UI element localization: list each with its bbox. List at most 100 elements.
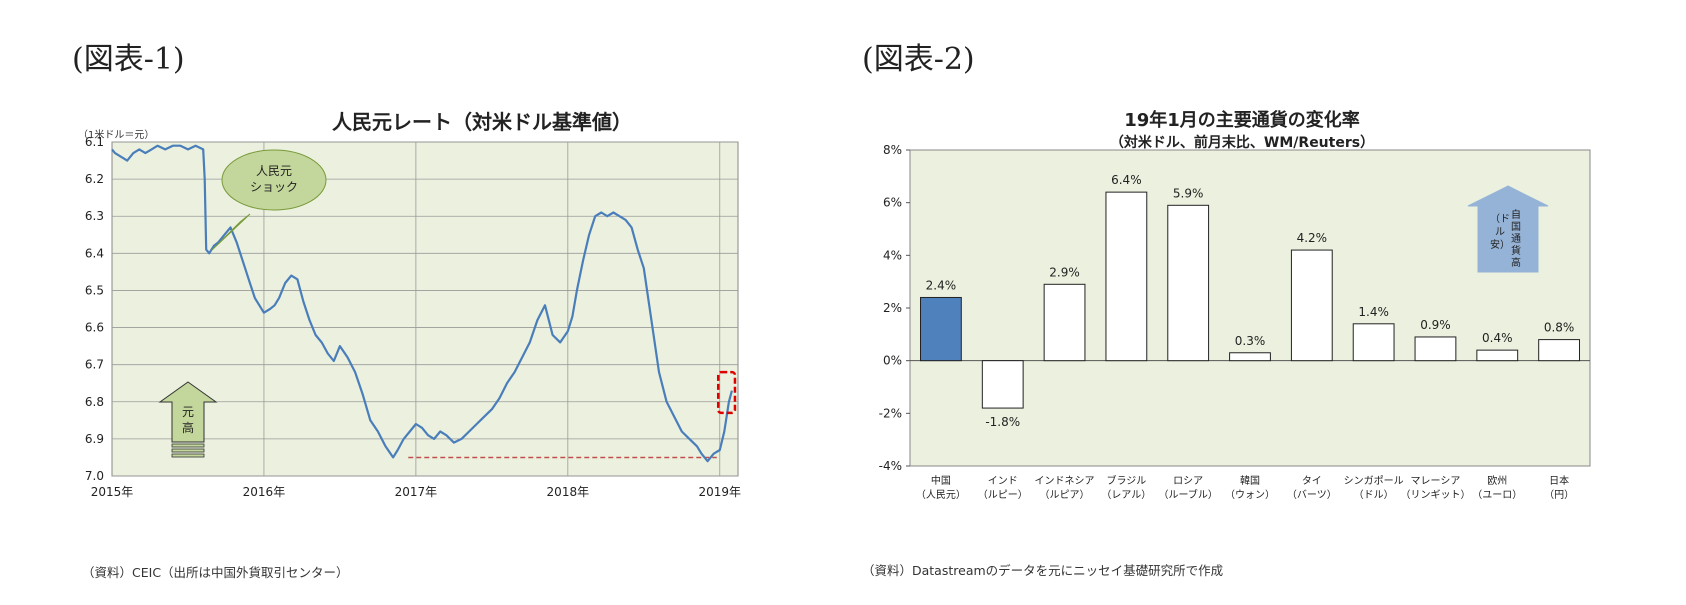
chart2-up-arrow <box>1467 185 1549 273</box>
chart2-arrow-text: 安） <box>1490 238 1510 251</box>
chart1-arrow-text: 高 <box>182 420 194 435</box>
figure1-panel: 人民元レート（対米ドル基準値） （1米ドル＝元） 6.1 6.2 6.3 6.4 6.5… <box>72 90 812 590</box>
chart2-data-label: 5.9% <box>1173 186 1204 200</box>
figure2-label: (図表-2) <box>862 42 975 77</box>
chart2-category-label: （人民元） <box>916 489 966 501</box>
chart2-data-label: 6.4% <box>1111 173 1142 187</box>
chart1-y-tick-label: 6.5 <box>85 283 104 297</box>
figure2-panel: 19年1月の主要通貨の変化率 （対米ドル、前月末比、WM/Reuters） 8%… <box>862 90 1622 590</box>
chart1-y-tick-label: 6.4 <box>85 246 104 260</box>
chart1-highlight-box <box>716 370 737 415</box>
chart1-y-tick-label: 6.1 <box>85 135 104 149</box>
chart2-arrow-text: （ド <box>1490 213 1510 225</box>
chart1-y-tick-label: 6.6 <box>85 321 104 335</box>
chart2-y-tick-label: 0% <box>883 354 902 368</box>
chart1-arrow-bar <box>171 448 205 453</box>
chart1-y-tick-label: 7.0 <box>85 469 104 483</box>
chart2-arrow-text: 自 <box>1511 208 1521 221</box>
chart1-arrow-bar <box>171 443 205 448</box>
chart2-source: （資料）Datastreamのデータを元にニッセイ基礎研究所で作成 <box>862 563 1224 578</box>
chart1-title: 人民元レート（対米ドル基準値） <box>332 110 632 134</box>
chart1-x-tick-label: 2015年 <box>91 485 134 499</box>
chart2-category-label: 韓国 <box>1240 475 1260 487</box>
chart2-bar <box>1476 349 1519 362</box>
chart2-bar <box>1043 283 1086 362</box>
chart2-arrow-text: 高 <box>1511 256 1521 269</box>
chart2-category-label: （レアル） <box>1101 489 1151 501</box>
chart2-category-label: （リンギット） <box>1400 489 1470 501</box>
chart2-category-label: （バーツ） <box>1287 489 1337 501</box>
chart2-category-label: ロシア <box>1173 476 1203 487</box>
chart1-y-tick-label: 6.3 <box>85 209 104 223</box>
chart2-arrow-text: ル <box>1495 227 1505 238</box>
chart1-source: （資料）CEIC（出所は中国外貨取引センター） <box>82 565 349 580</box>
chart2-arrow-text: 貨 <box>1511 244 1521 257</box>
chart1-callout-text: ショック <box>250 180 298 194</box>
chart1-unit-label: （1米ドル＝元） <box>78 130 155 141</box>
chart2-y-tick-label: -2% <box>879 406 902 420</box>
chart2-category-label: シンガポール <box>1344 475 1404 487</box>
chart2-arrow-text: 通 <box>1511 233 1521 245</box>
chart2-category-label: （ウォン） <box>1225 489 1275 501</box>
chart2-data-label: 0.4% <box>1482 331 1513 345</box>
chart2-title: 19年1月の主要通貨の変化率 <box>1124 110 1360 131</box>
chart2-bar <box>920 296 962 362</box>
chart2-bar <box>1105 191 1148 362</box>
chart1-arrow-bar <box>171 453 205 458</box>
chart2-category-label: （ルピー） <box>978 489 1028 501</box>
chart2-category-label: 欧州 <box>1487 475 1507 487</box>
figure1-label: (図表-1) <box>72 42 185 77</box>
chart2-category-label: タイ <box>1302 475 1322 487</box>
chart2-svg: 8% 6% 4% 2% 0% -2% -4% 2.4% 中国 （人民元） -1.8% インド （ルピー）… <box>879 143 1591 501</box>
chart2-category-label: （ドル） <box>1354 489 1394 501</box>
chart2-category-label: （ルピア） <box>1040 489 1090 501</box>
chart2-bar <box>1167 204 1210 362</box>
chart2-bar <box>1352 323 1395 362</box>
chart2-y-tick-label: 4% <box>883 248 902 262</box>
chart1-x-tick-label: 2018年 <box>547 485 590 499</box>
chart2-subtitle: （対米ドル、前月末比、WM/Reuters） <box>1109 135 1375 151</box>
chart1-y-tick-label: 6.2 <box>85 172 104 186</box>
chart2-category-label: 日本 <box>1549 474 1569 487</box>
chart2-bar <box>1229 352 1271 362</box>
chart1-up-arrow <box>158 381 218 443</box>
chart2-y-tick-label: 6% <box>883 196 902 210</box>
chart1-plot-area <box>111 141 739 477</box>
chart1-x-tick-label: 2019年 <box>698 485 741 499</box>
chart1-callout-text: 人民元 <box>256 164 292 178</box>
chart1-callout-bubble <box>221 149 327 211</box>
chart2-data-label: 0.3% <box>1235 334 1266 348</box>
chart2-data-label: -1.8% <box>985 415 1020 429</box>
chart2-category-label: マレーシア <box>1411 476 1461 487</box>
chart1-y-tick-label: 6.8 <box>85 395 104 409</box>
chart2-category-label: インド <box>988 476 1018 487</box>
chart2-data-label: 2.4% <box>926 278 957 292</box>
chart1-x-tick-label: 2016年 <box>243 485 286 499</box>
chart1-callout-tail <box>211 213 251 251</box>
chart2-data-label: 2.9% <box>1049 265 1080 279</box>
chart2-y-tick-label: -4% <box>879 459 902 473</box>
chart1-series-line <box>111 144 733 463</box>
chart2-category-label: （ユーロ） <box>1472 489 1522 501</box>
chart2-data-label: 4.2% <box>1297 231 1328 245</box>
chart2-data-label: 0.8% <box>1544 321 1575 335</box>
chart1-x-tick-label: 2017年 <box>395 485 438 499</box>
chart2-category-label: （ルーブル） <box>1158 488 1217 501</box>
chart2-category-label: 中国 <box>931 474 951 487</box>
chart1-svg: 6.1 6.2 6.3 6.4 6.5 6.6 6.7 6.8 6.9 7.0 2015年 2016年… <box>85 135 741 499</box>
chart2-category-label: インドネシア <box>1035 475 1095 487</box>
chart1-arrow-text: 元 <box>182 405 194 419</box>
chart2-category-label: （円） <box>1544 489 1574 501</box>
chart2-bar <box>1290 249 1333 362</box>
chart2-arrow-text: 国 <box>1511 221 1521 233</box>
chart2-data-label: 0.9% <box>1420 318 1451 332</box>
chart2-category-label: ブラジル <box>1106 474 1146 487</box>
chart2-bar <box>1414 336 1457 362</box>
chart2-bar <box>1538 339 1580 362</box>
chart2-y-tick-label: 2% <box>883 301 902 315</box>
chart2-y-tick-label: 8% <box>883 143 902 157</box>
chart2-data-label: 1.4% <box>1358 305 1389 319</box>
chart1-y-tick-label: 6.9 <box>85 432 104 446</box>
chart1-y-tick-label: 6.7 <box>85 358 104 372</box>
chart2-bar <box>981 360 1024 409</box>
